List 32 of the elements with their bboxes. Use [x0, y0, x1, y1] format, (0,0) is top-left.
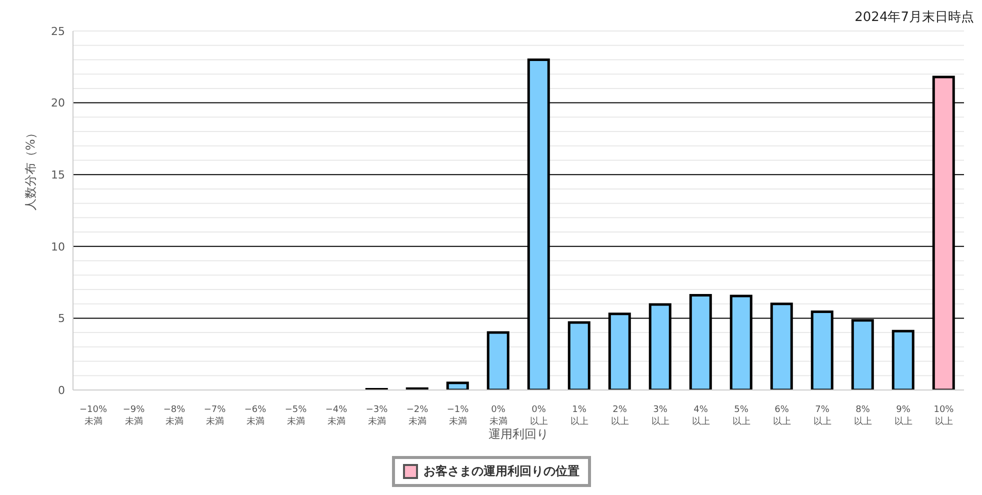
x-tick-label: −5% 未満 [284, 405, 308, 427]
y-tick-label: 5 [58, 312, 65, 326]
x-tick-label: −8% 未満 [163, 405, 186, 427]
x-tick-label: 3% 以上 [651, 405, 670, 427]
x-tick-label: 2% 以上 [610, 405, 629, 427]
legend-label: お客さまの運用利回りの位置 [422, 463, 580, 480]
y-tick-label: 25 [51, 24, 65, 38]
chart-title: 2024年7月末日時点 [854, 9, 974, 26]
x-tick-label: −7% 未満 [204, 405, 226, 427]
x-tick-label: −2% 未満 [406, 405, 429, 427]
x-tick-label: 1% 以上 [570, 405, 588, 427]
x-tick-label: 0% 未満 [489, 405, 508, 427]
x-tick-label: −10% 未満 [79, 405, 108, 427]
y-tick-label: 10 [51, 240, 65, 254]
x-tick-label: 4% 以上 [692, 405, 710, 427]
x-tick-label: −3% 未満 [366, 405, 388, 427]
x-tick-label: 6% 以上 [772, 405, 791, 427]
x-tick-label: −6% 未満 [244, 405, 267, 427]
x-tick-label: 5% 以上 [732, 405, 750, 427]
x-tick-label: −9% 未満 [122, 405, 146, 427]
x-tick-label: 0% 以上 [530, 405, 548, 427]
x-tick-label: −4% 未満 [325, 405, 348, 427]
y-tick-label: 20 [51, 96, 65, 110]
x-tick-label: 10% 以上 [934, 405, 954, 427]
y-axis-title: 人数分布（%） [23, 127, 38, 210]
y-tick-label: 0 [58, 384, 65, 397]
x-axis-title: 運用利回り [488, 427, 548, 441]
x-tick-label: −1% 未満 [446, 405, 470, 427]
x-tick-label: 9% 以上 [894, 405, 912, 427]
x-tick-label: 7% 以上 [813, 405, 832, 427]
x-tick-label: 8% 以上 [854, 405, 872, 427]
y-tick-label: 15 [51, 168, 65, 182]
